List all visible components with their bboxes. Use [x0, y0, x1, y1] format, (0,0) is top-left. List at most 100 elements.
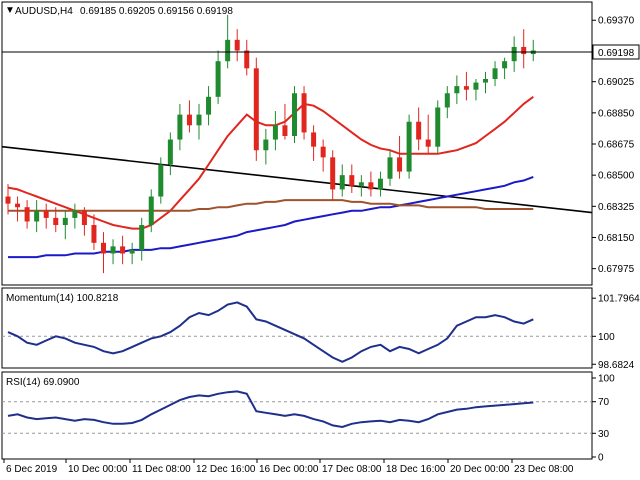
candle-body: [483, 79, 488, 83]
candle: [473, 79, 479, 101]
trendline-line: [1, 145, 593, 214]
moving-averages: [7, 95, 534, 259]
current-price-label: 0.69198: [598, 48, 635, 59]
candle: [454, 75, 460, 104]
candle: [81, 207, 87, 236]
time-tick-label: 6 Dec 2019: [6, 464, 58, 475]
momentum-panel-frame: [1, 287, 593, 369]
candle-body: [15, 203, 21, 208]
candle: [301, 86, 307, 140]
candle-body: [43, 210, 49, 218]
candle: [511, 36, 517, 72]
candle: [253, 57, 259, 161]
candle-body: [416, 121, 422, 140]
candle-body: [72, 210, 78, 218]
rsi-levels: [2, 401, 592, 434]
candle: [177, 103, 183, 151]
candle-body: [511, 46, 517, 62]
candle-body: [387, 157, 393, 179]
candle: [158, 157, 164, 204]
time-axis: 6 Dec 2019 10 Dec 00:00 11 Dec 08:00 12 Dec…: [3, 459, 574, 475]
candle-body: [34, 210, 40, 222]
candle: [339, 164, 345, 197]
candle-body: [81, 210, 87, 226]
candle: [368, 171, 374, 197]
candle: [406, 114, 412, 179]
candle: [425, 114, 431, 154]
candle-body: [5, 196, 11, 204]
candle: [34, 200, 40, 233]
rsi-series: [7, 390, 534, 429]
candle-body: [292, 93, 297, 136]
candle: [244, 39, 250, 76]
candle-body: [139, 225, 145, 250]
symbol-label: AUDUSD,H4: [15, 6, 73, 17]
momentum-tick-label: 101.7964: [598, 294, 640, 305]
candle-body: [206, 96, 212, 115]
candle-body: [196, 114, 202, 126]
momentum-line: [7, 301, 534, 363]
time-tick-label: 20 Dec 00:00: [450, 464, 510, 475]
candles: [5, 14, 536, 274]
candle-body: [177, 114, 183, 140]
candle-body: [129, 249, 135, 254]
candle: [62, 210, 68, 240]
candle-body: [435, 107, 441, 147]
candle-body: [110, 246, 116, 254]
candle-body: [311, 132, 317, 147]
candle-body: [406, 121, 412, 172]
candle: [416, 107, 422, 151]
candle-body: [24, 207, 30, 222]
candle-body: [215, 61, 221, 97]
price-tick-label: 0.68675: [598, 140, 635, 151]
rsi-axis: 100 70 30 0: [592, 374, 615, 464]
price-tick-label: 0.67975: [598, 264, 635, 275]
candle: [349, 164, 355, 193]
candle-body: [463, 86, 469, 90]
candle: [377, 171, 383, 197]
current-price-badge: [592, 44, 640, 60]
candle-body: [358, 182, 364, 186]
candle: [311, 125, 317, 161]
rsi-title: RSI(14) 69.0900: [6, 377, 80, 388]
price-axis: 0.69370 0.69025 0.68850 0.68675 0.68500 0.683…: [592, 16, 635, 275]
collapse-arrow-icon[interactable]: ▼: [5, 5, 15, 16]
time-tick-label: 17 Dec 08:00: [322, 464, 382, 475]
price-panel: 0.69370 0.69025 0.68850 0.68675 0.68500 0.683…: [1, 1, 640, 286]
time-tick-label: 12 Dec 16:00: [196, 464, 256, 475]
rsi-tick-label: 70: [598, 397, 610, 408]
candle-body: [368, 182, 374, 190]
time-tick-label: 11 Dec 08:00: [132, 464, 191, 475]
candle-body: [62, 217, 68, 226]
candle-body: [521, 46, 527, 55]
time-tick-label: 18 Dec 16:00: [386, 464, 446, 475]
candle-body: [234, 39, 240, 51]
momentum-tick-label: 98.6824: [598, 360, 635, 371]
trendline: [1, 145, 593, 214]
candle-body: [377, 178, 383, 190]
sma200-line: [8, 199, 534, 212]
candle: [463, 71, 469, 101]
candle: [225, 14, 231, 69]
candle-body: [397, 157, 403, 172]
candle-body: [91, 225, 97, 243]
candle: [521, 29, 527, 69]
candle: [101, 232, 106, 274]
time-tick-label: 10 Dec 00:00: [68, 464, 128, 475]
candle: [292, 86, 297, 144]
sma100-line: [8, 175, 534, 259]
time-tick-label: 23 Dec 08:00: [514, 464, 574, 475]
price-tick-label: 0.69370: [598, 16, 635, 27]
candle: [196, 103, 202, 140]
candle: [397, 135, 403, 179]
candle-body: [473, 82, 479, 90]
candle: [15, 196, 21, 222]
candle-body: [502, 61, 508, 69]
candle: [282, 103, 288, 140]
candle: [263, 128, 269, 165]
candle-body: [282, 125, 288, 136]
candle-body: [148, 196, 154, 226]
candle-body: [272, 125, 278, 140]
price-tick-label: 0.68325: [598, 202, 635, 213]
candle: [387, 150, 393, 186]
